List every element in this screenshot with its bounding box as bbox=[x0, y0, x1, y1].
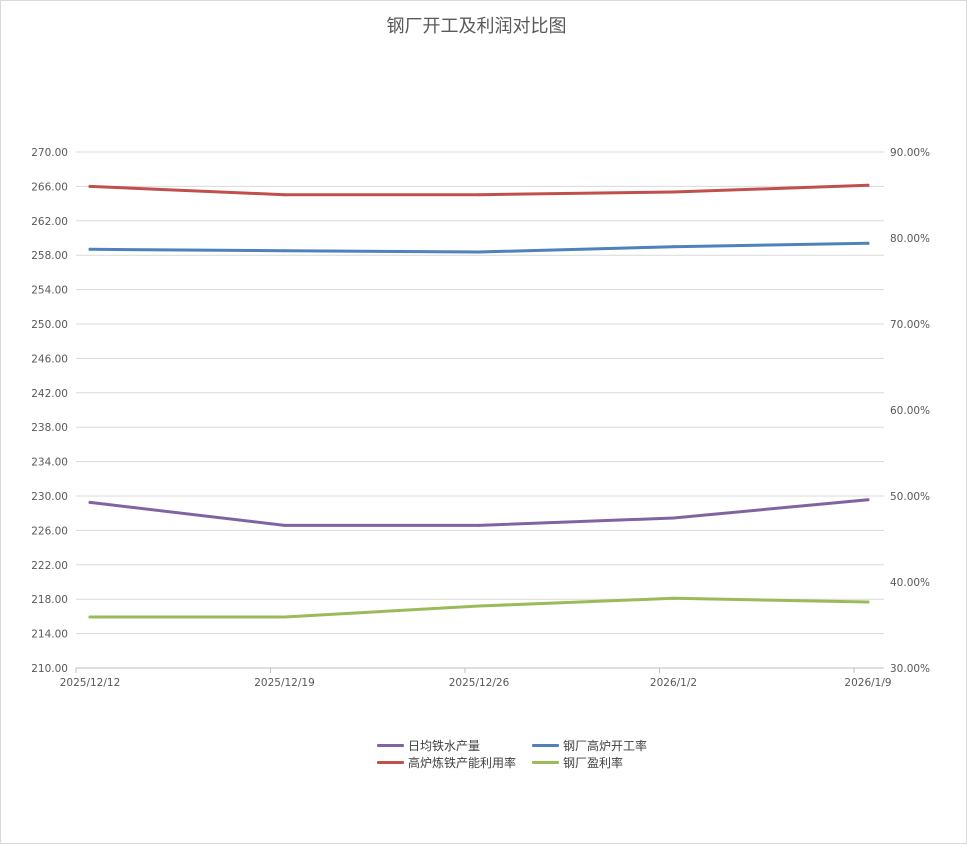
y-left-tick-label: 214.00 bbox=[31, 629, 68, 641]
legend-label: 高炉炼铁产能利用率 bbox=[408, 756, 517, 770]
y-left-tick-label: 210.00 bbox=[31, 663, 68, 675]
y-left-tick-label: 258.00 bbox=[31, 250, 68, 262]
data-point bbox=[866, 498, 870, 502]
legend-swatch bbox=[377, 761, 404, 764]
data-point bbox=[866, 600, 870, 604]
data-point bbox=[283, 193, 286, 197]
data-point bbox=[672, 245, 675, 249]
y-left-tick-label: 230.00 bbox=[31, 491, 68, 503]
y-left-tick-label: 246.00 bbox=[31, 353, 68, 365]
y-right-tick-label: 30.00% bbox=[890, 663, 930, 675]
series-line-0 bbox=[88, 498, 870, 527]
y-left-tick-label: 222.00 bbox=[31, 560, 68, 572]
data-point bbox=[88, 615, 92, 619]
data-point bbox=[283, 249, 286, 253]
legend-swatch bbox=[532, 744, 559, 747]
x-tick-label: 2026/1/2 bbox=[650, 677, 697, 689]
legend-swatch bbox=[532, 761, 559, 764]
data-point bbox=[672, 516, 675, 520]
y-left-tick-label: 254.00 bbox=[31, 285, 68, 297]
y-left-tick-label: 270.00 bbox=[31, 147, 68, 159]
y-right-tick-label: 90.00% bbox=[890, 147, 930, 159]
y-left-tick-label: 262.00 bbox=[31, 216, 68, 228]
data-point bbox=[866, 241, 870, 245]
x-tick-label: 2025/12/12 bbox=[60, 677, 121, 689]
legend-item-daily-hot-metal: 日均铁水产量 bbox=[377, 737, 480, 754]
data-point bbox=[283, 523, 286, 527]
data-point bbox=[866, 183, 870, 187]
y-left-tick-label: 234.00 bbox=[31, 457, 68, 469]
y-left-tick-label: 242.00 bbox=[31, 388, 68, 400]
data-point bbox=[672, 596, 675, 600]
legend-item-capacity-utilization: 高炉炼铁产能利用率 bbox=[377, 754, 516, 771]
legend-swatch bbox=[377, 744, 404, 747]
y-right-tick-label: 40.00% bbox=[890, 577, 930, 589]
y-left-tick-label: 238.00 bbox=[31, 422, 68, 434]
x-tick-label: 2025/12/26 bbox=[449, 677, 510, 689]
y-right-tick-label: 70.00% bbox=[890, 319, 930, 331]
data-point bbox=[477, 250, 481, 254]
data-point bbox=[283, 615, 286, 619]
data-point bbox=[477, 523, 481, 527]
legend-label: 钢厂盈利率 bbox=[563, 756, 624, 770]
y-left-tick-label: 266.00 bbox=[31, 181, 68, 193]
data-point bbox=[88, 500, 92, 504]
data-point bbox=[672, 190, 675, 194]
data-point bbox=[88, 247, 92, 251]
legend-label: 钢厂高炉开工率 bbox=[563, 739, 648, 753]
series-line-3 bbox=[88, 596, 870, 619]
y-left-tick-label: 226.00 bbox=[31, 525, 68, 537]
y-left-tick-label: 250.00 bbox=[31, 319, 68, 331]
x-tick-label: 2025/12/19 bbox=[254, 677, 315, 689]
y-right-tick-label: 80.00% bbox=[890, 233, 930, 245]
x-tick-label: 2026/1/9 bbox=[844, 677, 891, 689]
data-point bbox=[477, 604, 481, 608]
data-point bbox=[88, 184, 92, 188]
chart-title: 钢厂开工及利润对比图 bbox=[386, 16, 567, 37]
y-left-tick-label: 218.00 bbox=[31, 594, 68, 606]
legend-label: 日均铁水产量 bbox=[408, 739, 481, 753]
y-right-tick-label: 50.00% bbox=[890, 491, 930, 503]
legend-item-blast-furnace-operating-rate: 钢厂高炉开工率 bbox=[532, 737, 647, 754]
y-right-tick-label: 60.00% bbox=[890, 405, 930, 417]
data-point bbox=[477, 193, 481, 197]
legend-item-profitability-rate: 钢厂盈利率 bbox=[532, 754, 623, 771]
